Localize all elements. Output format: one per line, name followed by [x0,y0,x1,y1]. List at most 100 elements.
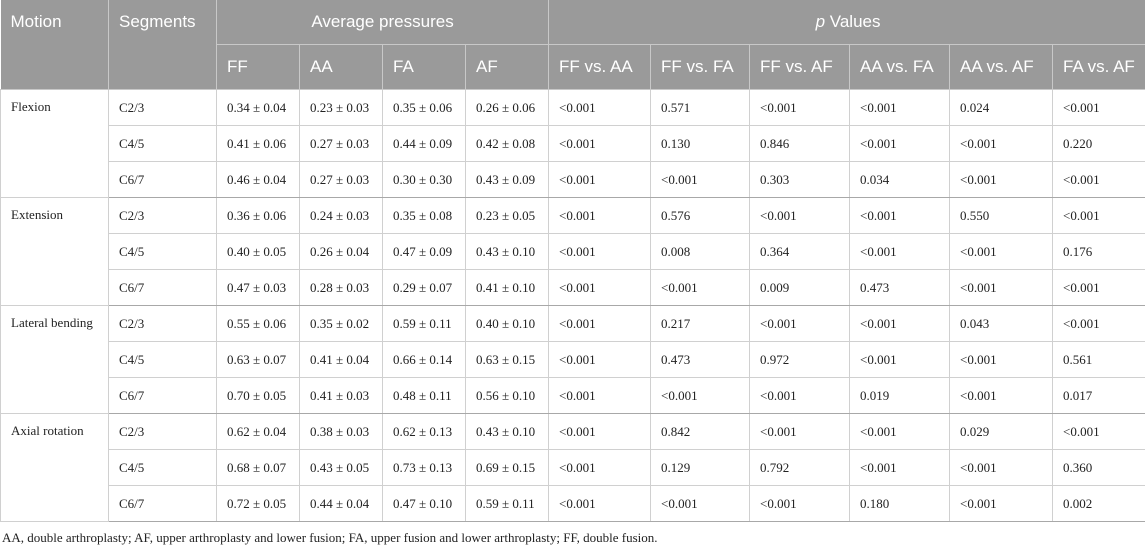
p-value-cell: <0.001 [749,377,850,414]
p-value-cell: 0.792 [749,449,850,486]
p-value-cell: <0.001 [1052,197,1145,234]
header-col-ff-vs-fa: FF vs. FA [650,44,750,90]
header-col-aa: AA [299,44,383,90]
p-value-cell: <0.001 [849,341,950,378]
p-value-cell: 0.176 [1052,233,1145,270]
segment-cell: C6/7 [108,269,217,306]
header-p-values: p Values [548,0,1145,45]
p-value-cell: <0.001 [949,125,1053,162]
segment-cell: C2/3 [108,89,217,126]
header-average-pressures: Average pressures [216,0,549,45]
p-value-cell: 0.017 [1052,377,1145,414]
pressure-cell: 0.34 ± 0.04 [216,89,300,126]
p-value-cell: <0.001 [849,449,950,486]
p-value-cell: <0.001 [548,197,651,234]
p-value-cell: <0.001 [1052,305,1145,342]
header-p-italic: p [815,12,826,31]
header-col-aa-vs-fa: AA vs. FA [849,44,950,90]
pressure-cell: 0.73 ± 0.13 [382,449,466,486]
pressure-cell: 0.46 ± 0.04 [216,161,300,198]
motion-label: Extension [0,197,109,306]
motion-label: Flexion [0,89,109,198]
p-value-cell: <0.001 [949,161,1053,198]
p-value-cell: 0.842 [650,413,750,450]
pressure-cell: 0.40 ± 0.10 [465,305,549,342]
p-value-cell: <0.001 [548,161,651,198]
p-value-cell: <0.001 [749,89,850,126]
p-value-cell: 0.303 [749,161,850,198]
pressure-cell: 0.59 ± 0.11 [465,485,549,522]
p-value-cell: <0.001 [749,197,850,234]
header-col-ff-vs-aa: FF vs. AA [548,44,651,90]
table-row: C4/5 0.41 ± 0.06 0.27 ± 0.03 0.44 ± 0.09 0.4… [1,125,1145,162]
p-value-cell: <0.001 [949,449,1053,486]
table-row: C6/7 0.47 ± 0.03 0.28 ± 0.03 0.29 ± 0.07 0.4… [1,269,1145,306]
p-value-cell: 0.024 [949,89,1053,126]
table-header: Motion Segments Average pressures p Valu… [0,0,1145,90]
p-value-cell: <0.001 [749,485,850,522]
motion-label: Lateral bending [0,305,109,414]
pressure-cell: 0.66 ± 0.14 [382,341,466,378]
p-value-cell: <0.001 [548,413,651,450]
p-value-cell: <0.001 [650,161,750,198]
pressure-cell: 0.68 ± 0.07 [216,449,300,486]
p-value-cell: <0.001 [548,89,651,126]
p-value-cell: <0.001 [949,341,1053,378]
pressure-cell: 0.35 ± 0.02 [299,305,383,342]
p-value-cell: <0.001 [849,413,950,450]
header-segments: Segments [108,0,217,90]
pressure-cell: 0.42 ± 0.08 [465,125,549,162]
segment-cell: C6/7 [108,485,217,522]
p-value-cell: 0.364 [749,233,850,270]
pressure-cell: 0.55 ± 0.06 [216,305,300,342]
pressure-cell: 0.41 ± 0.03 [299,377,383,414]
pressure-cell: 0.41 ± 0.04 [299,341,383,378]
p-value-cell: 0.180 [849,485,950,522]
p-value-cell: <0.001 [949,485,1053,522]
header-motion: Motion [0,0,109,90]
pressure-cell: 0.47 ± 0.09 [382,233,466,270]
p-value-cell: 0.576 [650,197,750,234]
p-value-cell: <0.001 [548,449,651,486]
p-value-cell: 0.473 [650,341,750,378]
pressure-cell: 0.43 ± 0.09 [465,161,549,198]
p-value-cell: <0.001 [749,413,850,450]
p-value-cell: <0.001 [949,233,1053,270]
header-col-ff: FF [216,44,300,90]
header-p-rest: Values [825,12,881,31]
pressure-cell: 0.43 ± 0.10 [465,233,549,270]
pressure-cell: 0.27 ± 0.03 [299,125,383,162]
p-value-cell: 0.561 [1052,341,1145,378]
segment-cell: C2/3 [108,413,217,450]
pressure-cell: 0.27 ± 0.03 [299,161,383,198]
p-value-cell: 0.217 [650,305,750,342]
segment-cell: C6/7 [108,377,217,414]
p-value-cell: 0.846 [749,125,850,162]
p-value-cell: 0.550 [949,197,1053,234]
pressure-cell: 0.62 ± 0.13 [382,413,466,450]
table-row: C6/7 0.72 ± 0.05 0.44 ± 0.04 0.47 ± 0.10 0.5… [1,485,1145,522]
table-row: C4/5 0.40 ± 0.05 0.26 ± 0.04 0.47 ± 0.09 0.4… [1,233,1145,270]
p-value-cell: 0.009 [749,269,850,306]
p-value-cell: <0.001 [1052,413,1145,450]
pressure-cell: 0.38 ± 0.03 [299,413,383,450]
segment-cell: C2/3 [108,197,217,234]
p-value-cell: 0.972 [749,341,850,378]
motion-label: Axial rotation [0,413,109,522]
pressure-cell: 0.70 ± 0.05 [216,377,300,414]
pressure-cell: 0.26 ± 0.04 [299,233,383,270]
p-value-cell: 0.029 [949,413,1053,450]
pressure-cell: 0.41 ± 0.06 [216,125,300,162]
p-value-cell: <0.001 [1052,89,1145,126]
pressure-cell: 0.72 ± 0.05 [216,485,300,522]
p-value-cell: 0.034 [849,161,950,198]
pressure-cell: 0.30 ± 0.30 [382,161,466,198]
table-row: Axial rotation C2/3 0.62 ± 0.04 0.38 ± 0.03… [0,413,1145,522]
pressure-cell: 0.69 ± 0.15 [465,449,549,486]
p-value-cell: <0.001 [749,305,850,342]
table-row: Extension C2/3 0.36 ± 0.06 0.24 ± 0.03 0.35 … [0,197,1145,306]
p-value-cell: 0.360 [1052,449,1145,486]
table-row: Flexion C2/3 0.34 ± 0.04 0.23 ± 0.03 0.35 ± … [0,89,1145,198]
pressure-cell: 0.47 ± 0.10 [382,485,466,522]
header-col-fa: FA [382,44,466,90]
